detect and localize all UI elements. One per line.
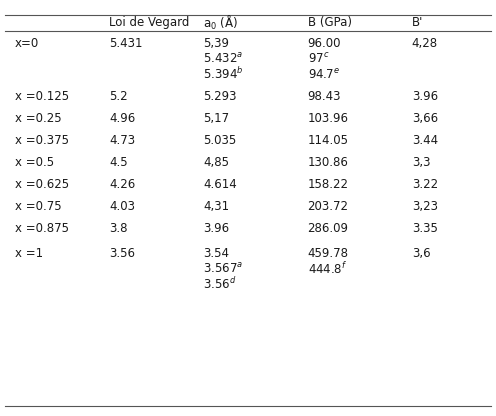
Text: 97$^c$: 97$^c$ [308, 52, 329, 66]
Text: 286.09: 286.09 [308, 222, 349, 235]
Text: 3,3: 3,3 [412, 156, 430, 169]
Text: x =1: x =1 [15, 247, 43, 260]
Text: 5,17: 5,17 [203, 112, 230, 125]
Text: 103.96: 103.96 [308, 112, 349, 125]
Text: 98.43: 98.43 [308, 90, 341, 103]
Text: 459.78: 459.78 [308, 247, 349, 260]
Text: 4.73: 4.73 [109, 134, 135, 147]
Text: 3.567$^a$: 3.567$^a$ [203, 262, 244, 276]
Text: 3,66: 3,66 [412, 112, 438, 125]
Text: 5.2: 5.2 [109, 90, 128, 103]
Text: x =0.75: x =0.75 [15, 200, 62, 213]
Text: Loi de Vegard: Loi de Vegard [109, 16, 189, 30]
Text: 3,6: 3,6 [412, 247, 431, 260]
Text: x =0.625: x =0.625 [15, 178, 69, 191]
Text: 4,85: 4,85 [203, 156, 229, 169]
Text: x=0: x=0 [15, 37, 39, 50]
Text: 94.7$^e$: 94.7$^e$ [308, 67, 340, 82]
Text: x =0.125: x =0.125 [15, 90, 69, 103]
Text: 4.5: 4.5 [109, 156, 128, 169]
Text: 3.35: 3.35 [412, 222, 437, 235]
Text: 3.96: 3.96 [412, 90, 438, 103]
Text: 3.22: 3.22 [412, 178, 438, 191]
Text: 5.431: 5.431 [109, 37, 143, 50]
Text: 4.03: 4.03 [109, 200, 135, 213]
Text: 444.8$^f$: 444.8$^f$ [308, 261, 347, 277]
Text: 5.432$^a$: 5.432$^a$ [203, 52, 244, 66]
Text: 4,28: 4,28 [412, 37, 438, 50]
Text: 4,31: 4,31 [203, 200, 230, 213]
Text: 3.96: 3.96 [203, 222, 230, 235]
Text: 3,23: 3,23 [412, 200, 437, 213]
Text: B': B' [412, 16, 423, 30]
Text: x =0.875: x =0.875 [15, 222, 69, 235]
Text: 203.72: 203.72 [308, 200, 349, 213]
Text: 158.22: 158.22 [308, 178, 349, 191]
Text: a$_0$ (Å): a$_0$ (Å) [203, 14, 238, 32]
Text: 3.56$^d$: 3.56$^d$ [203, 277, 237, 292]
Text: 3.54: 3.54 [203, 247, 229, 260]
Text: 96.00: 96.00 [308, 37, 341, 50]
Text: 5.394$^b$: 5.394$^b$ [203, 67, 244, 82]
Text: 130.86: 130.86 [308, 156, 348, 169]
Text: 5.035: 5.035 [203, 134, 237, 147]
Text: 4.26: 4.26 [109, 178, 135, 191]
Text: 114.05: 114.05 [308, 134, 349, 147]
Text: 4.614: 4.614 [203, 178, 237, 191]
Text: 3.8: 3.8 [109, 222, 127, 235]
Text: 5,39: 5,39 [203, 37, 229, 50]
Text: 4.96: 4.96 [109, 112, 135, 125]
Text: x =0.375: x =0.375 [15, 134, 69, 147]
Text: 3.56: 3.56 [109, 247, 135, 260]
Text: 5.293: 5.293 [203, 90, 237, 103]
Text: 3.44: 3.44 [412, 134, 438, 147]
Text: B (GPa): B (GPa) [308, 16, 352, 30]
Text: x =0.25: x =0.25 [15, 112, 62, 125]
Text: x =0.5: x =0.5 [15, 156, 54, 169]
